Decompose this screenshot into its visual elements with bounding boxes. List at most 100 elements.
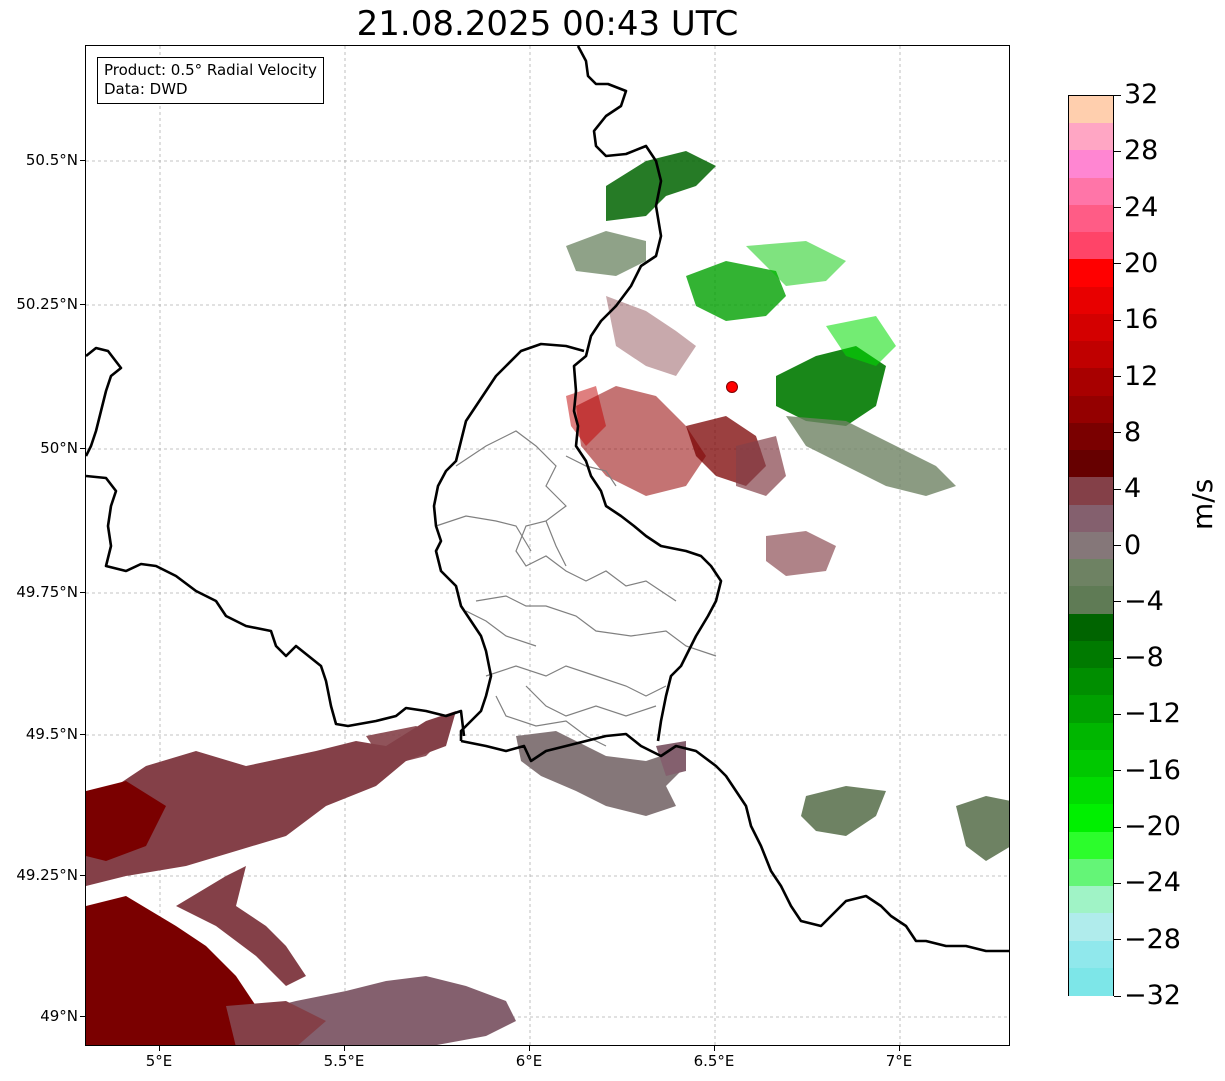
colorbar-tick	[1114, 432, 1121, 434]
colorbar-tick	[1114, 545, 1121, 546]
colorbar-band	[1069, 831, 1113, 860]
colorbar-tick	[1114, 207, 1121, 209]
lat-label-50-5: 50.5°N	[25, 151, 78, 169]
lon-tick	[898, 1046, 900, 1051]
lat-tick	[80, 874, 85, 876]
colorbar-band	[1069, 259, 1113, 288]
colorbar-band	[1069, 967, 1113, 996]
colorbar-tick	[1114, 488, 1121, 490]
colorbar-tick	[1114, 601, 1121, 603]
colorbar-band	[1069, 395, 1113, 424]
colorbar-band	[1069, 150, 1113, 179]
data-source-label: Data: DWD	[104, 80, 188, 98]
colorbar-band	[1069, 96, 1113, 124]
colorbar-tick	[1114, 150, 1121, 152]
map-canvas	[86, 46, 1009, 1045]
colorbar-band	[1069, 368, 1113, 397]
colorbar-band	[1069, 940, 1113, 969]
colorbar-tick-label: 24	[1124, 191, 1159, 223]
colorbar-tick-label: −20	[1124, 811, 1181, 843]
lat-label-49: 49°N	[40, 1007, 78, 1025]
colorbar-tick-label: −24	[1124, 867, 1181, 899]
colorbar-tick-label: 12	[1124, 360, 1159, 392]
colorbar-band	[1069, 232, 1113, 261]
colorbar-unit-label: m/s	[1186, 478, 1219, 530]
colorbar-band	[1069, 886, 1113, 914]
radar-map[interactable]	[85, 45, 1010, 1046]
colorbar-tick	[1114, 657, 1121, 659]
colorbar-band	[1069, 640, 1113, 669]
colorbar-tick	[1114, 882, 1121, 884]
colorbar-tick-label: −12	[1124, 698, 1181, 730]
map-title: 21.08.2025 00:43 UTC	[356, 4, 739, 44]
colorbar-band	[1069, 477, 1113, 506]
colorbar-band	[1069, 777, 1113, 805]
lat-tick	[80, 1015, 85, 1017]
regional-borders	[435, 430, 717, 747]
colorbar-tick-label: 32	[1124, 79, 1159, 110]
radar-site-marker	[726, 381, 738, 393]
colorbar-band	[1069, 341, 1113, 369]
product-label: Product: 0.5° Radial Velocity	[104, 61, 317, 79]
colorbar-band	[1069, 504, 1113, 533]
colorbar-tick-label: −8	[1124, 642, 1164, 674]
colorbar-tick-label: −16	[1124, 754, 1181, 786]
colorbar-band	[1069, 123, 1113, 152]
colorbar-band	[1069, 313, 1113, 342]
colorbar-band	[1069, 695, 1113, 724]
colorbar-tick-label: 0	[1124, 529, 1142, 561]
colorbar-tick	[1114, 770, 1121, 772]
product-info-box: Product: 0.5° Radial Velocity Data: DWD	[97, 57, 324, 104]
colorbar-band	[1069, 177, 1113, 206]
colorbar-band	[1069, 722, 1113, 751]
colorbar-band	[1069, 913, 1113, 942]
echo-south-central	[516, 731, 686, 816]
lat-tick	[80, 447, 85, 449]
lat-label-49-75: 49.75°N	[16, 583, 78, 601]
velocity-colorbar	[1068, 95, 1114, 996]
national-borders	[86, 46, 1009, 953]
echo-southwest	[86, 711, 516, 1045]
lon-tick	[343, 1046, 345, 1051]
colorbar-tick	[1114, 995, 1121, 997]
colorbar-band	[1069, 586, 1113, 615]
colorbar-band	[1069, 749, 1113, 778]
lon-label-5: 5°E	[145, 1052, 173, 1070]
colorbar-band	[1069, 668, 1113, 696]
lat-tick	[80, 733, 85, 735]
colorbar-band	[1069, 613, 1113, 642]
colorbar-tick	[1114, 263, 1121, 265]
lon-tick	[713, 1046, 715, 1051]
lon-tick	[158, 1046, 160, 1051]
colorbar-tick	[1114, 826, 1121, 828]
colorbar-tick-label: −4	[1124, 585, 1164, 617]
lat-tick	[80, 303, 85, 305]
colorbar-tick	[1114, 319, 1121, 321]
colorbar-tick-label: 16	[1124, 304, 1159, 336]
colorbar-tick-label: 20	[1124, 247, 1159, 279]
lon-label-7: 7°E	[885, 1052, 913, 1070]
colorbar-tick-label: 4	[1124, 473, 1142, 505]
echo-central-red	[566, 296, 836, 576]
colorbar-tick	[1114, 939, 1121, 941]
lon-label-6-5: 6.5°E	[693, 1052, 735, 1070]
lon-label-6: 6°E	[515, 1052, 543, 1070]
colorbar-tick	[1114, 376, 1121, 378]
lat-tick	[80, 159, 85, 161]
colorbar-band	[1069, 858, 1113, 887]
lat-tick	[80, 591, 85, 593]
colorbar-band	[1069, 450, 1113, 478]
colorbar-tick-label: −28	[1124, 923, 1181, 955]
colorbar-band	[1069, 531, 1113, 560]
colorbar-band	[1069, 422, 1113, 451]
lon-tick	[528, 1046, 530, 1051]
lat-label-49-25: 49.25°N	[16, 866, 78, 884]
colorbar-tick	[1114, 94, 1121, 96]
lat-label-50: 50°N	[40, 439, 78, 457]
colorbar-tick-label: 28	[1124, 135, 1159, 167]
echo-southeast	[801, 786, 1009, 861]
colorbar-band	[1069, 559, 1113, 587]
colorbar-tick-label: −32	[1124, 980, 1181, 1011]
colorbar-band	[1069, 204, 1113, 233]
colorbar-tick	[1114, 713, 1121, 715]
